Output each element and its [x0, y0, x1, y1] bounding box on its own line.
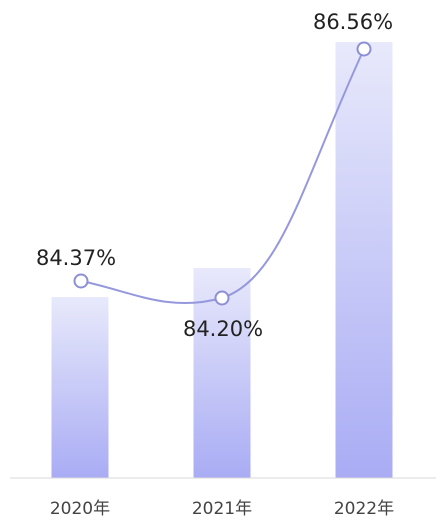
line-marker-2 [356, 41, 372, 57]
ticks-layer: 2020年 2021年 2022年 [50, 499, 394, 519]
markers-layer [73, 41, 372, 306]
data-label-1: 84.20% [183, 317, 263, 341]
trend-line [80, 48, 365, 305]
data-label-0: 84.37% [36, 246, 116, 270]
bars-layer [51, 42, 393, 478]
x-tick-label-0: 2020年 [50, 499, 110, 519]
bar-2 [335, 42, 393, 478]
line-marker-0 [73, 273, 89, 289]
data-label-2: 86.56% [313, 10, 393, 34]
line-marker-1 [214, 290, 230, 306]
labels-layer: 84.37% 84.20% 86.56% [36, 10, 393, 341]
x-tick-label-1: 2021年 [192, 499, 252, 519]
bar-0 [51, 297, 109, 478]
x-tick-label-2: 2022年 [334, 499, 394, 519]
